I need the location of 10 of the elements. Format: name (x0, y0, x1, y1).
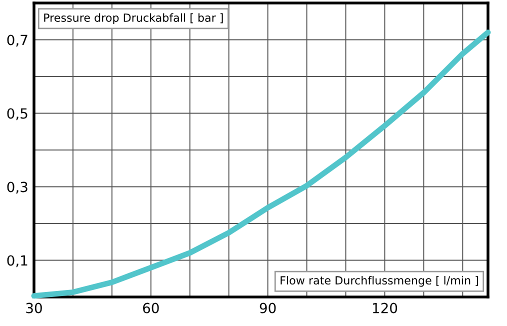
y-tick-label: 0,7 (7, 34, 28, 47)
y-tick-label: 0,3 (7, 182, 28, 194)
x-tick-label: 60 (143, 302, 159, 314)
x-tick-label: 90 (260, 302, 276, 314)
x-tick-label: 30 (26, 302, 42, 314)
x-tick-label: 120 (373, 302, 398, 314)
y-tick-label: 0,1 (7, 255, 28, 268)
y-axis-title: Pressure drop Druckabfall [ bar ] (44, 13, 223, 24)
y-tick-label: 0,5 (7, 108, 28, 120)
x-axis-title: Flow rate Durchflussmenge [ l/min ] (280, 276, 478, 287)
